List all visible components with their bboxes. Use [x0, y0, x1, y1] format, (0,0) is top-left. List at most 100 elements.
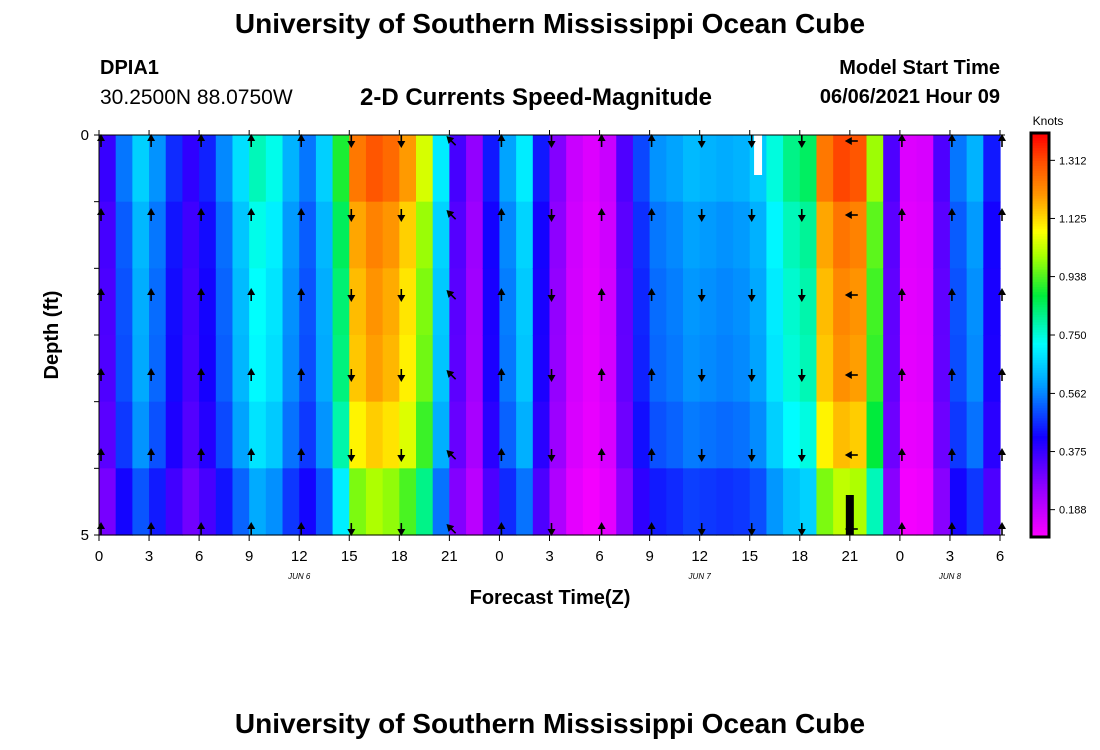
heatmap-cell [332, 135, 350, 203]
heatmap-cell [516, 468, 534, 536]
heatmap-cell [849, 135, 868, 203]
heatmap-cell [749, 401, 768, 469]
heatmap-cell [716, 201, 734, 269]
heatmap-cell [532, 135, 551, 203]
colorbar-strip [1031, 304, 1049, 308]
colorbar-strip [1031, 377, 1049, 382]
heatmap-cell [983, 135, 1001, 203]
colorbar-strip [1031, 223, 1049, 228]
arrow-head [947, 208, 956, 215]
colorbar-tick-label: 1.125 [1059, 213, 1087, 225]
heatmap-cell [215, 201, 234, 269]
y-tick-label: 0 [81, 127, 89, 144]
heatmap-cell [432, 201, 450, 269]
heatmap-cell [299, 268, 317, 336]
heatmap-cell [182, 201, 200, 269]
y-axis-ticks: 05 [81, 127, 99, 544]
heatmap-cell [532, 201, 551, 269]
arrow-head [647, 448, 656, 455]
colorbar-strip [1031, 208, 1049, 212]
direction-arrow [697, 369, 706, 382]
colorbar-strip [1031, 244, 1049, 248]
colorbar-tick-label: 0.938 [1059, 272, 1087, 284]
heatmap-cell [666, 268, 684, 336]
arrow-head [497, 134, 506, 141]
heatmap-cell [149, 135, 167, 203]
heatmap-cell [849, 268, 868, 336]
arrow-head [998, 208, 1006, 215]
x-tick-label: 0 [95, 548, 103, 565]
arrow-head [747, 141, 756, 148]
heatmap-cell [416, 401, 434, 469]
arrow-head [347, 141, 356, 148]
colorbar-strip [1031, 319, 1049, 323]
colorbar-strip [1031, 362, 1049, 366]
direction-arrow [897, 288, 906, 301]
x-tick-label: 21 [841, 548, 858, 565]
heatmap-cell [365, 268, 384, 336]
heatmap-cell [499, 468, 517, 536]
colorbar-strip [1031, 451, 1049, 455]
heatmap-cell [215, 468, 234, 536]
heatmap-cell [749, 268, 768, 336]
heatmap-cell [883, 401, 901, 469]
arrow-head [998, 368, 1006, 375]
colorbar-strip [1031, 297, 1049, 301]
heatmap-cell [883, 135, 901, 203]
heatmap-cell [866, 335, 884, 403]
colorbar-strip [1031, 335, 1049, 339]
colorbar-strip [1031, 521, 1049, 525]
x-tick-label: 12 [291, 548, 308, 565]
direction-arrow [647, 522, 656, 535]
heatmap-cell [315, 135, 334, 203]
heatmap-cell [549, 268, 567, 336]
heatmap-cell [282, 468, 300, 536]
heatmap-cell [899, 335, 918, 403]
x-tick-label: 0 [495, 548, 503, 565]
heatmap-cell [649, 135, 667, 203]
direction-arrow [197, 368, 206, 381]
arrow-head [797, 141, 806, 148]
arrow-head [197, 208, 206, 215]
heatmap-cell [966, 201, 984, 269]
direction-arrow [697, 209, 706, 222]
x-tick-label: 9 [245, 548, 253, 565]
colorbar-strip [1031, 135, 1049, 139]
arrow-head [998, 448, 1006, 455]
arrow-head [297, 368, 306, 375]
heatmap-cell [682, 135, 701, 203]
heatmap-cell [949, 268, 968, 336]
heatmap-cell [816, 201, 834, 269]
heatmap-cell [365, 468, 384, 536]
arrow-head [998, 134, 1006, 141]
heatmap-cell [632, 335, 651, 403]
x-axis-label: Forecast Time(Z) [470, 587, 631, 609]
arrow-head [797, 375, 806, 382]
direction-arrow [597, 208, 606, 221]
heatmap-cell [199, 468, 217, 536]
heatmap-cell [482, 335, 501, 403]
colorbar-strip [1031, 206, 1049, 210]
arrow-head [597, 288, 606, 295]
direction-arrow [297, 134, 306, 147]
arrow-head [547, 215, 556, 222]
arrow-head [697, 215, 706, 222]
direction-arrow [397, 523, 406, 536]
heatmap-cell [549, 401, 567, 469]
x-tick-label: 21 [441, 548, 458, 565]
heatmap-cell [165, 401, 184, 469]
direction-arrow [998, 134, 1006, 147]
heatmap-cell [816, 268, 834, 336]
arrow-head [347, 295, 356, 302]
arrow-head [247, 522, 256, 529]
heatmap-cell [132, 401, 150, 469]
colorbar-strip [1031, 446, 1049, 450]
colorbar-strip [1031, 342, 1049, 346]
colorbar-strip [1031, 276, 1049, 281]
heatmap-cell [699, 468, 717, 536]
heatmap-cell [816, 401, 834, 469]
model-start-value: 06/06/2021 Hour 09 [819, 86, 1000, 108]
colorbar-strip [1031, 299, 1049, 303]
heatmap-cell [516, 135, 534, 203]
colorbar-strip [1031, 468, 1049, 472]
